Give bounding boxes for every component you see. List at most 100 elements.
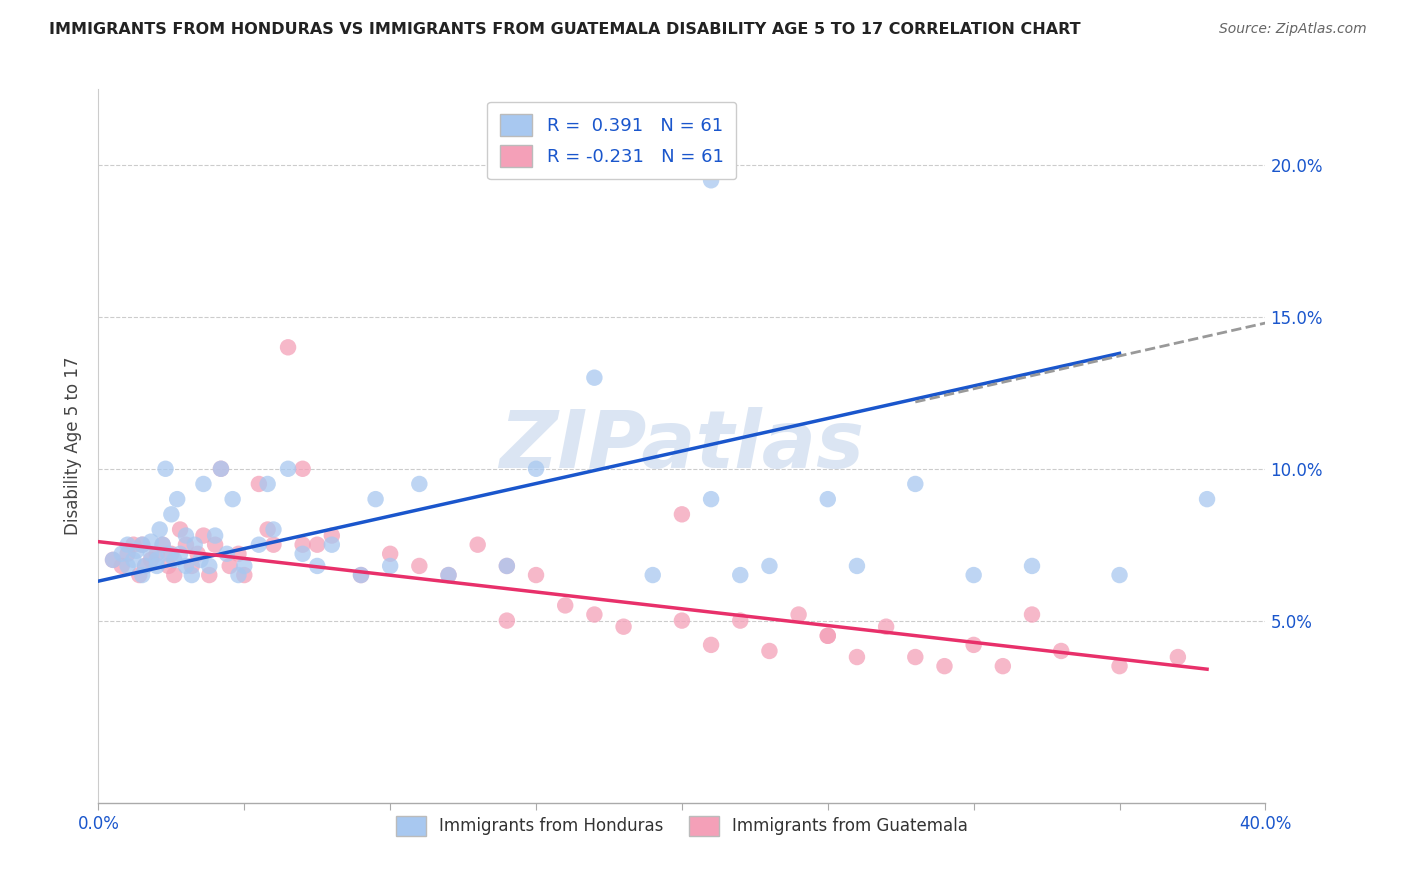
Point (146, 558, 169, 573)
Point (1108, 568, 1130, 582)
Point (209, 462, 232, 476)
Point (641, 568, 664, 582)
Point (700, 492, 723, 507)
Point (496, 614, 519, 628)
Point (233, 568, 256, 582)
Point (524, 462, 547, 476)
Point (134, 558, 156, 573)
Point (467, 538, 489, 552)
Point (904, 477, 927, 491)
Point (437, 568, 460, 582)
Point (157, 558, 180, 573)
Text: ZIPatlas: ZIPatlas (499, 407, 865, 485)
Point (307, 558, 329, 573)
Point (163, 568, 186, 582)
Point (204, 528, 226, 542)
Point (169, 523, 191, 537)
Point (671, 614, 693, 628)
Point (904, 650, 927, 665)
Point (307, 538, 329, 552)
Point (131, 538, 153, 552)
Point (730, 614, 752, 628)
Point (215, 547, 238, 561)
Point (160, 547, 183, 561)
Point (554, 599, 576, 613)
Point (163, 553, 186, 567)
Point (291, 462, 314, 476)
Point (875, 620, 897, 634)
Point (496, 558, 519, 573)
Y-axis label: Disability Age 5 to 17: Disability Age 5 to 17 (63, 357, 82, 535)
Point (228, 568, 250, 582)
Point (1195, 492, 1218, 507)
Point (817, 629, 839, 643)
Point (408, 558, 430, 573)
Point (350, 568, 373, 582)
Point (204, 538, 226, 552)
Point (190, 553, 212, 567)
Point (1167, 650, 1189, 665)
Point (139, 534, 162, 549)
Point (934, 659, 956, 673)
Point (128, 568, 150, 582)
Point (247, 538, 270, 552)
Point (101, 553, 124, 567)
Point (380, 547, 402, 561)
Point (152, 538, 174, 552)
Point (111, 558, 134, 573)
Point (758, 644, 780, 658)
Point (846, 650, 869, 665)
Point (125, 543, 148, 558)
Point (262, 538, 284, 552)
Point (152, 538, 174, 552)
Point (612, 620, 634, 634)
Point (247, 477, 270, 491)
Point (321, 538, 343, 552)
Point (262, 523, 284, 537)
Point (277, 340, 299, 354)
Point (291, 538, 314, 552)
Point (218, 558, 240, 573)
Point (1050, 644, 1073, 658)
Point (174, 528, 197, 542)
Point (496, 558, 519, 573)
Point (321, 528, 343, 542)
Point (730, 568, 752, 582)
Point (221, 492, 243, 507)
Point (962, 638, 984, 652)
Point (149, 523, 172, 537)
Point (277, 462, 299, 476)
Point (174, 558, 197, 573)
Point (583, 370, 606, 384)
Point (131, 538, 153, 552)
Point (139, 553, 162, 567)
Point (350, 568, 373, 582)
Point (174, 538, 197, 552)
Point (1021, 607, 1043, 622)
Point (117, 538, 139, 552)
Point (1021, 558, 1043, 573)
Point (758, 558, 780, 573)
Point (991, 659, 1014, 673)
Point (131, 568, 153, 582)
Point (437, 568, 460, 582)
Point (364, 492, 387, 507)
Point (256, 477, 278, 491)
Point (134, 558, 156, 573)
Point (256, 523, 278, 537)
Point (962, 568, 984, 582)
Point (117, 558, 139, 573)
Point (160, 508, 183, 522)
Point (169, 547, 191, 561)
Point (187, 547, 209, 561)
Point (198, 568, 221, 582)
Point (122, 553, 145, 567)
Point (155, 462, 177, 476)
Text: IMMIGRANTS FROM HONDURAS VS IMMIGRANTS FROM GUATEMALA DISABILITY AGE 5 TO 17 COR: IMMIGRANTS FROM HONDURAS VS IMMIGRANTS F… (49, 22, 1081, 37)
Point (146, 553, 169, 567)
Point (157, 547, 180, 561)
Point (183, 538, 205, 552)
Point (1108, 659, 1130, 673)
Point (524, 568, 547, 582)
Point (101, 553, 124, 567)
